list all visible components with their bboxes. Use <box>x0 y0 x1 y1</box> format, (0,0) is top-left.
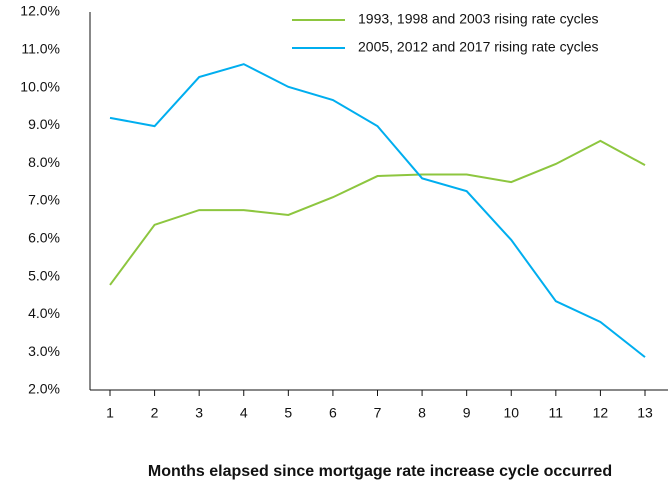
x-tick-label: 12 <box>593 405 609 421</box>
y-tick-label: 3.0% <box>28 343 60 359</box>
legend-label: 2005, 2012 and 2017 rising rate cycles <box>358 39 599 55</box>
x-tick-label: 10 <box>503 405 519 421</box>
y-tick-label: 8.0% <box>28 154 60 170</box>
x-tick-label: 4 <box>240 405 248 421</box>
y-tick-label: 6.0% <box>28 230 60 246</box>
y-tick-label: 12.0% <box>20 3 60 19</box>
x-tick-label: 9 <box>463 405 471 421</box>
y-tick-label: 11.0% <box>21 41 60 57</box>
x-tick-label: 11 <box>549 405 564 421</box>
x-tick-label: 8 <box>418 405 426 421</box>
x-tick-label: 1 <box>106 405 114 421</box>
y-tick-label: 4.0% <box>28 305 60 321</box>
x-tick-label: 13 <box>637 405 653 421</box>
x-tick-label: 5 <box>284 405 292 421</box>
x-axis-label: Months elapsed since mortgage rate incre… <box>148 463 612 480</box>
y-tick-label: 10.0% <box>20 78 60 94</box>
x-tick-label: 7 <box>374 405 382 421</box>
x-tick-label: 3 <box>195 405 203 421</box>
y-tick-label: 7.0% <box>28 192 60 208</box>
y-tick-label: 9.0% <box>28 116 60 132</box>
series-line <box>109 63 646 358</box>
y-tick-label: 2.0% <box>28 381 60 397</box>
x-tick-label: 6 <box>329 405 337 421</box>
series-line <box>109 139 646 286</box>
y-tick-label: 5.0% <box>28 267 60 283</box>
x-tick-label: 2 <box>151 405 159 421</box>
legend-label: 1993, 1998 and 2003 rising rate cycles <box>358 11 599 27</box>
